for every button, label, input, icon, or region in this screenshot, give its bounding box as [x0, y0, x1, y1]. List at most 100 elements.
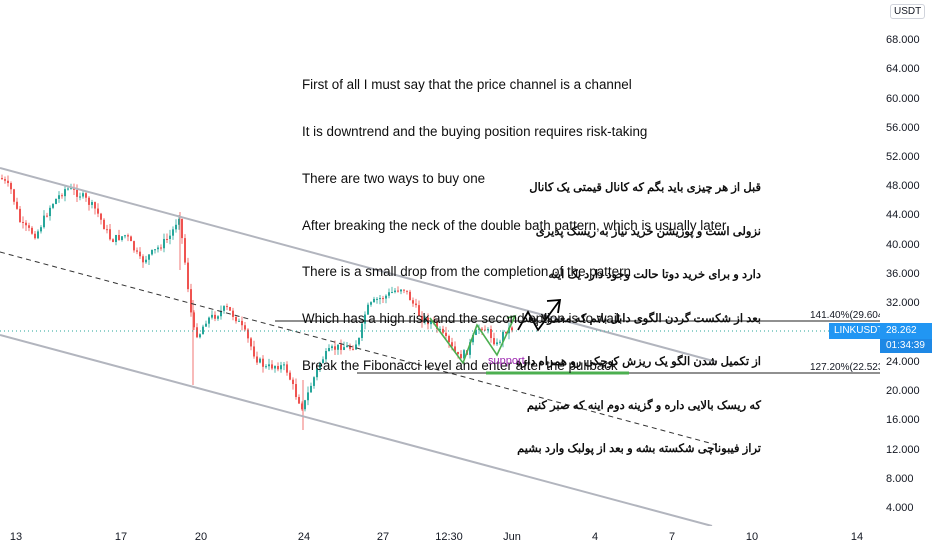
candle-body: [37, 231, 39, 239]
candle-body: [169, 235, 171, 239]
candle-body: [397, 290, 399, 292]
double-bottom-path[interactable]: [429, 315, 516, 365]
candle-body: [445, 332, 447, 337]
annotation-line: There is a small drop from the completio…: [302, 264, 631, 280]
channel-mid-dashed-line[interactable]: [0, 251, 718, 446]
candle-body: [484, 329, 486, 331]
time-tick: 10: [745, 531, 759, 543]
annotation-line: بعد از شکست گردن الگوی دابل باتم که معمو…: [522, 312, 761, 325]
candle-body: [52, 203, 54, 208]
channel-lower-line[interactable]: [0, 334, 713, 526]
candle-body: [139, 251, 141, 257]
candle-body: [439, 328, 441, 330]
projection-zigzag[interactable]: [517, 299, 561, 332]
candle-body: [106, 229, 108, 231]
candle-body: [286, 364, 288, 373]
price-tick: 4.000: [886, 502, 914, 514]
candle-body: [274, 365, 276, 369]
time-tick: 27: [376, 531, 390, 543]
fib-127-label: 127.20%(22.523): [810, 362, 880, 373]
candle-body: [499, 341, 501, 343]
price-tick: 64.000: [886, 63, 920, 75]
candle-body: [406, 290, 408, 292]
candle-body: [166, 238, 168, 240]
annotation-line: تراز فیبوناچی شکسته بشه و بعد از پولبک و…: [517, 443, 761, 455]
candle-body: [442, 328, 444, 333]
candle-body: [262, 358, 264, 367]
candle-body: [448, 336, 450, 343]
candle-body: [421, 316, 423, 323]
candle-body: [373, 298, 375, 303]
price-axis[interactable]: USDT 68.000 64.000 60.000 56.000 52.000 …: [880, 0, 932, 550]
candle-body: [130, 236, 132, 242]
candle-body: [376, 298, 378, 300]
candle-body: [394, 290, 396, 293]
candle-body: [1, 178, 3, 180]
candle-body: [202, 326, 204, 335]
price-tick: 36.000: [886, 268, 920, 280]
candle-body: [100, 213, 102, 220]
time-axis[interactable]: 13 17 20 24 27 12:30 Jun 4 7 10 14: [0, 526, 880, 550]
annotation-line: Break the Fibonacci level and enter afte…: [302, 357, 618, 373]
candle-body: [13, 189, 15, 202]
candle-body: [64, 189, 66, 197]
channel-upper-line[interactable]: [0, 167, 718, 363]
candle-body: [310, 385, 312, 393]
candle-body: [160, 247, 162, 249]
candle-body: [43, 215, 45, 228]
price-tick: 40.000: [886, 239, 920, 251]
candle-body: [103, 219, 105, 230]
candle-body: [94, 202, 96, 209]
candle-body: [97, 208, 99, 214]
candle-body: [82, 193, 84, 197]
candle-body: [241, 320, 243, 326]
candle-body: [355, 344, 357, 350]
candle-body: [409, 291, 411, 301]
candle-body: [34, 233, 36, 239]
candle-body: [244, 325, 246, 330]
price-tick: 68.000: [886, 34, 920, 46]
candle-body: [259, 358, 261, 363]
candle-body: [283, 364, 285, 366]
price-tick: 16.000: [886, 414, 920, 426]
candle-body: [58, 195, 60, 199]
candle-body: [121, 236, 123, 240]
candle-body: [181, 218, 183, 239]
candle-body: [112, 239, 114, 242]
candle-body: [88, 197, 90, 205]
price-chart-pane[interactable]: First of all I must say that the price c…: [0, 0, 880, 526]
candle-body: [346, 345, 348, 348]
currency-selector[interactable]: USDT: [890, 4, 926, 19]
english-annotation[interactable]: First of all I must say that the price c…: [302, 46, 726, 405]
candle-body: [205, 323, 207, 327]
candle-body: [454, 346, 456, 352]
candle-body: [109, 229, 111, 240]
annotation-line: قبل از هر چیزی باید بگم که کانال قیمتی ی…: [529, 182, 761, 194]
candle-body: [349, 345, 351, 349]
candle-body: [250, 338, 252, 347]
candle-body: [91, 202, 93, 205]
candle-body: [133, 241, 135, 251]
candle-body: [280, 365, 282, 370]
candle-body: [403, 289, 405, 291]
candle-body: [463, 350, 465, 359]
candle-body: [460, 354, 462, 359]
candle-body: [277, 365, 279, 370]
time-tick: 12:30: [435, 531, 463, 543]
price-tick: 60.000: [886, 93, 920, 105]
candle-body: [208, 317, 210, 324]
candle-body: [115, 234, 117, 242]
price-tick: 8.000: [886, 473, 914, 485]
candle-body: [472, 334, 474, 343]
candle-body: [178, 218, 180, 225]
chart-canvas[interactable]: [0, 0, 880, 526]
candle-body: [352, 348, 354, 350]
candle-body: [481, 328, 483, 330]
candle-body: [469, 342, 471, 355]
time-tick: 14: [850, 531, 864, 543]
annotation-line: دارد و برای خرید دوتا حالت وجود دارد یک …: [548, 269, 761, 281]
candle-body: [391, 292, 393, 294]
candle-body: [502, 331, 504, 342]
candle-body: [55, 198, 57, 204]
persian-annotation[interactable]: قبل از هر چیزی باید بگم که کانال قیمتی ی…: [515, 152, 761, 486]
